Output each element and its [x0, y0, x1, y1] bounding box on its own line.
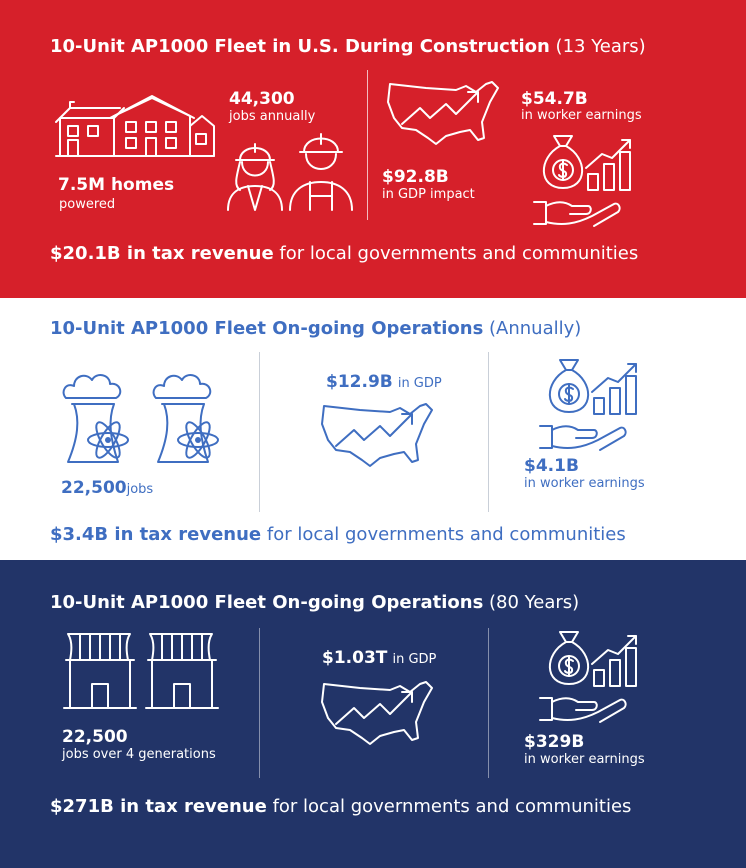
us-map-growth-icon	[321, 681, 433, 745]
us-map-growth-icon	[387, 81, 499, 145]
annual-gdp-value: $12.9B	[326, 372, 393, 392]
annual-tax: $3.4B in tax revenue for local governmen…	[50, 524, 626, 545]
construction-gdp-label: in GDP impact	[382, 187, 475, 202]
annual-jobs-value: 22,500	[61, 478, 127, 498]
workers-icon	[227, 133, 353, 211]
annual-jobs-label: jobs	[126, 482, 154, 497]
long-ops-title: 10-Unit AP1000 Fleet On-going Operations…	[50, 592, 579, 613]
construction-section: 10-Unit AP1000 Fleet in U.S. During Cons…	[0, 0, 746, 298]
annual-ops-title-bold: 10-Unit AP1000 Fleet On-going Operations	[50, 318, 484, 339]
annual-operations-section: 10-Unit AP1000 Fleet On-going Operations…	[0, 298, 746, 560]
long-gdp-label: in GDP	[392, 652, 437, 667]
homes-value: 7.5M homes	[58, 175, 175, 195]
annual-gdp-label: in GDP	[397, 376, 442, 391]
construction-divider	[367, 70, 368, 220]
construction-title: 10-Unit AP1000 Fleet in U.S. During Cons…	[50, 36, 646, 57]
long-gdp: $1.03T in GDP	[322, 648, 436, 668]
long-ops-title-bold: 10-Unit AP1000 Fleet On-going Operations	[50, 592, 484, 613]
long-gdp-value: $1.03T	[322, 648, 388, 668]
annual-jobs: 22,500jobs	[61, 478, 153, 498]
annual-ops-title: 10-Unit AP1000 Fleet On-going Operations…	[50, 318, 581, 339]
annual-divider-left	[259, 352, 260, 512]
homes-label: powered	[59, 197, 116, 212]
long-earnings-value: $329B	[524, 732, 585, 752]
long-divider-left	[259, 628, 260, 778]
construction-tax-rest: for local governments and communities	[279, 243, 639, 264]
construction-tax: $20.1B in tax revenue for local governme…	[50, 243, 638, 264]
long-jobs-label: jobs over 4 generations	[62, 747, 216, 762]
long-divider-right	[488, 628, 489, 778]
cooling-tower-atom-icon	[62, 374, 129, 463]
money-bag-hand-icon	[533, 135, 631, 227]
long-tax-bold: $271B in tax revenue	[50, 796, 267, 817]
long-tax-rest: for local governments and communities	[272, 796, 632, 817]
construction-earnings-value: $54.7B	[521, 89, 588, 109]
money-bag-hand-icon	[539, 359, 637, 451]
annual-earnings-label: in worker earnings	[524, 476, 645, 491]
annual-ops-title-suffix: (Annually)	[489, 318, 582, 339]
construction-tax-bold: $20.1B in tax revenue	[50, 243, 274, 264]
construction-title-suffix: (13 Years)	[555, 36, 646, 57]
long-tax: $271B in tax revenue for local governmen…	[50, 796, 631, 817]
construction-earnings-label: in worker earnings	[521, 108, 642, 123]
long-jobs-value: 22,500	[62, 727, 128, 747]
annual-tax-bold: $3.4B in tax revenue	[50, 524, 262, 545]
construction-gdp-value: $92.8B	[382, 167, 449, 187]
annual-gdp: $12.9B in GDP	[326, 372, 442, 392]
long-earnings-label: in worker earnings	[524, 752, 645, 767]
annual-divider-right	[488, 352, 489, 512]
power-plant-icon	[145, 633, 219, 709]
construction-title-bold: 10-Unit AP1000 Fleet in U.S. During Cons…	[50, 36, 550, 57]
cooling-tower-atom-icon	[152, 374, 219, 463]
construction-jobs-value: 44,300	[229, 89, 295, 109]
power-plant-icon	[63, 633, 137, 709]
money-bag-hand-icon	[539, 631, 637, 723]
long-term-operations-section: 10-Unit AP1000 Fleet On-going Operations…	[0, 560, 746, 868]
annual-earnings-value: $4.1B	[524, 456, 579, 476]
annual-tax-rest: for local governments and communities	[266, 524, 626, 545]
us-map-growth-icon	[321, 403, 433, 467]
construction-jobs-label: jobs annually	[229, 109, 316, 124]
long-ops-title-suffix: (80 Years)	[489, 592, 580, 613]
houses-icon	[55, 95, 215, 157]
